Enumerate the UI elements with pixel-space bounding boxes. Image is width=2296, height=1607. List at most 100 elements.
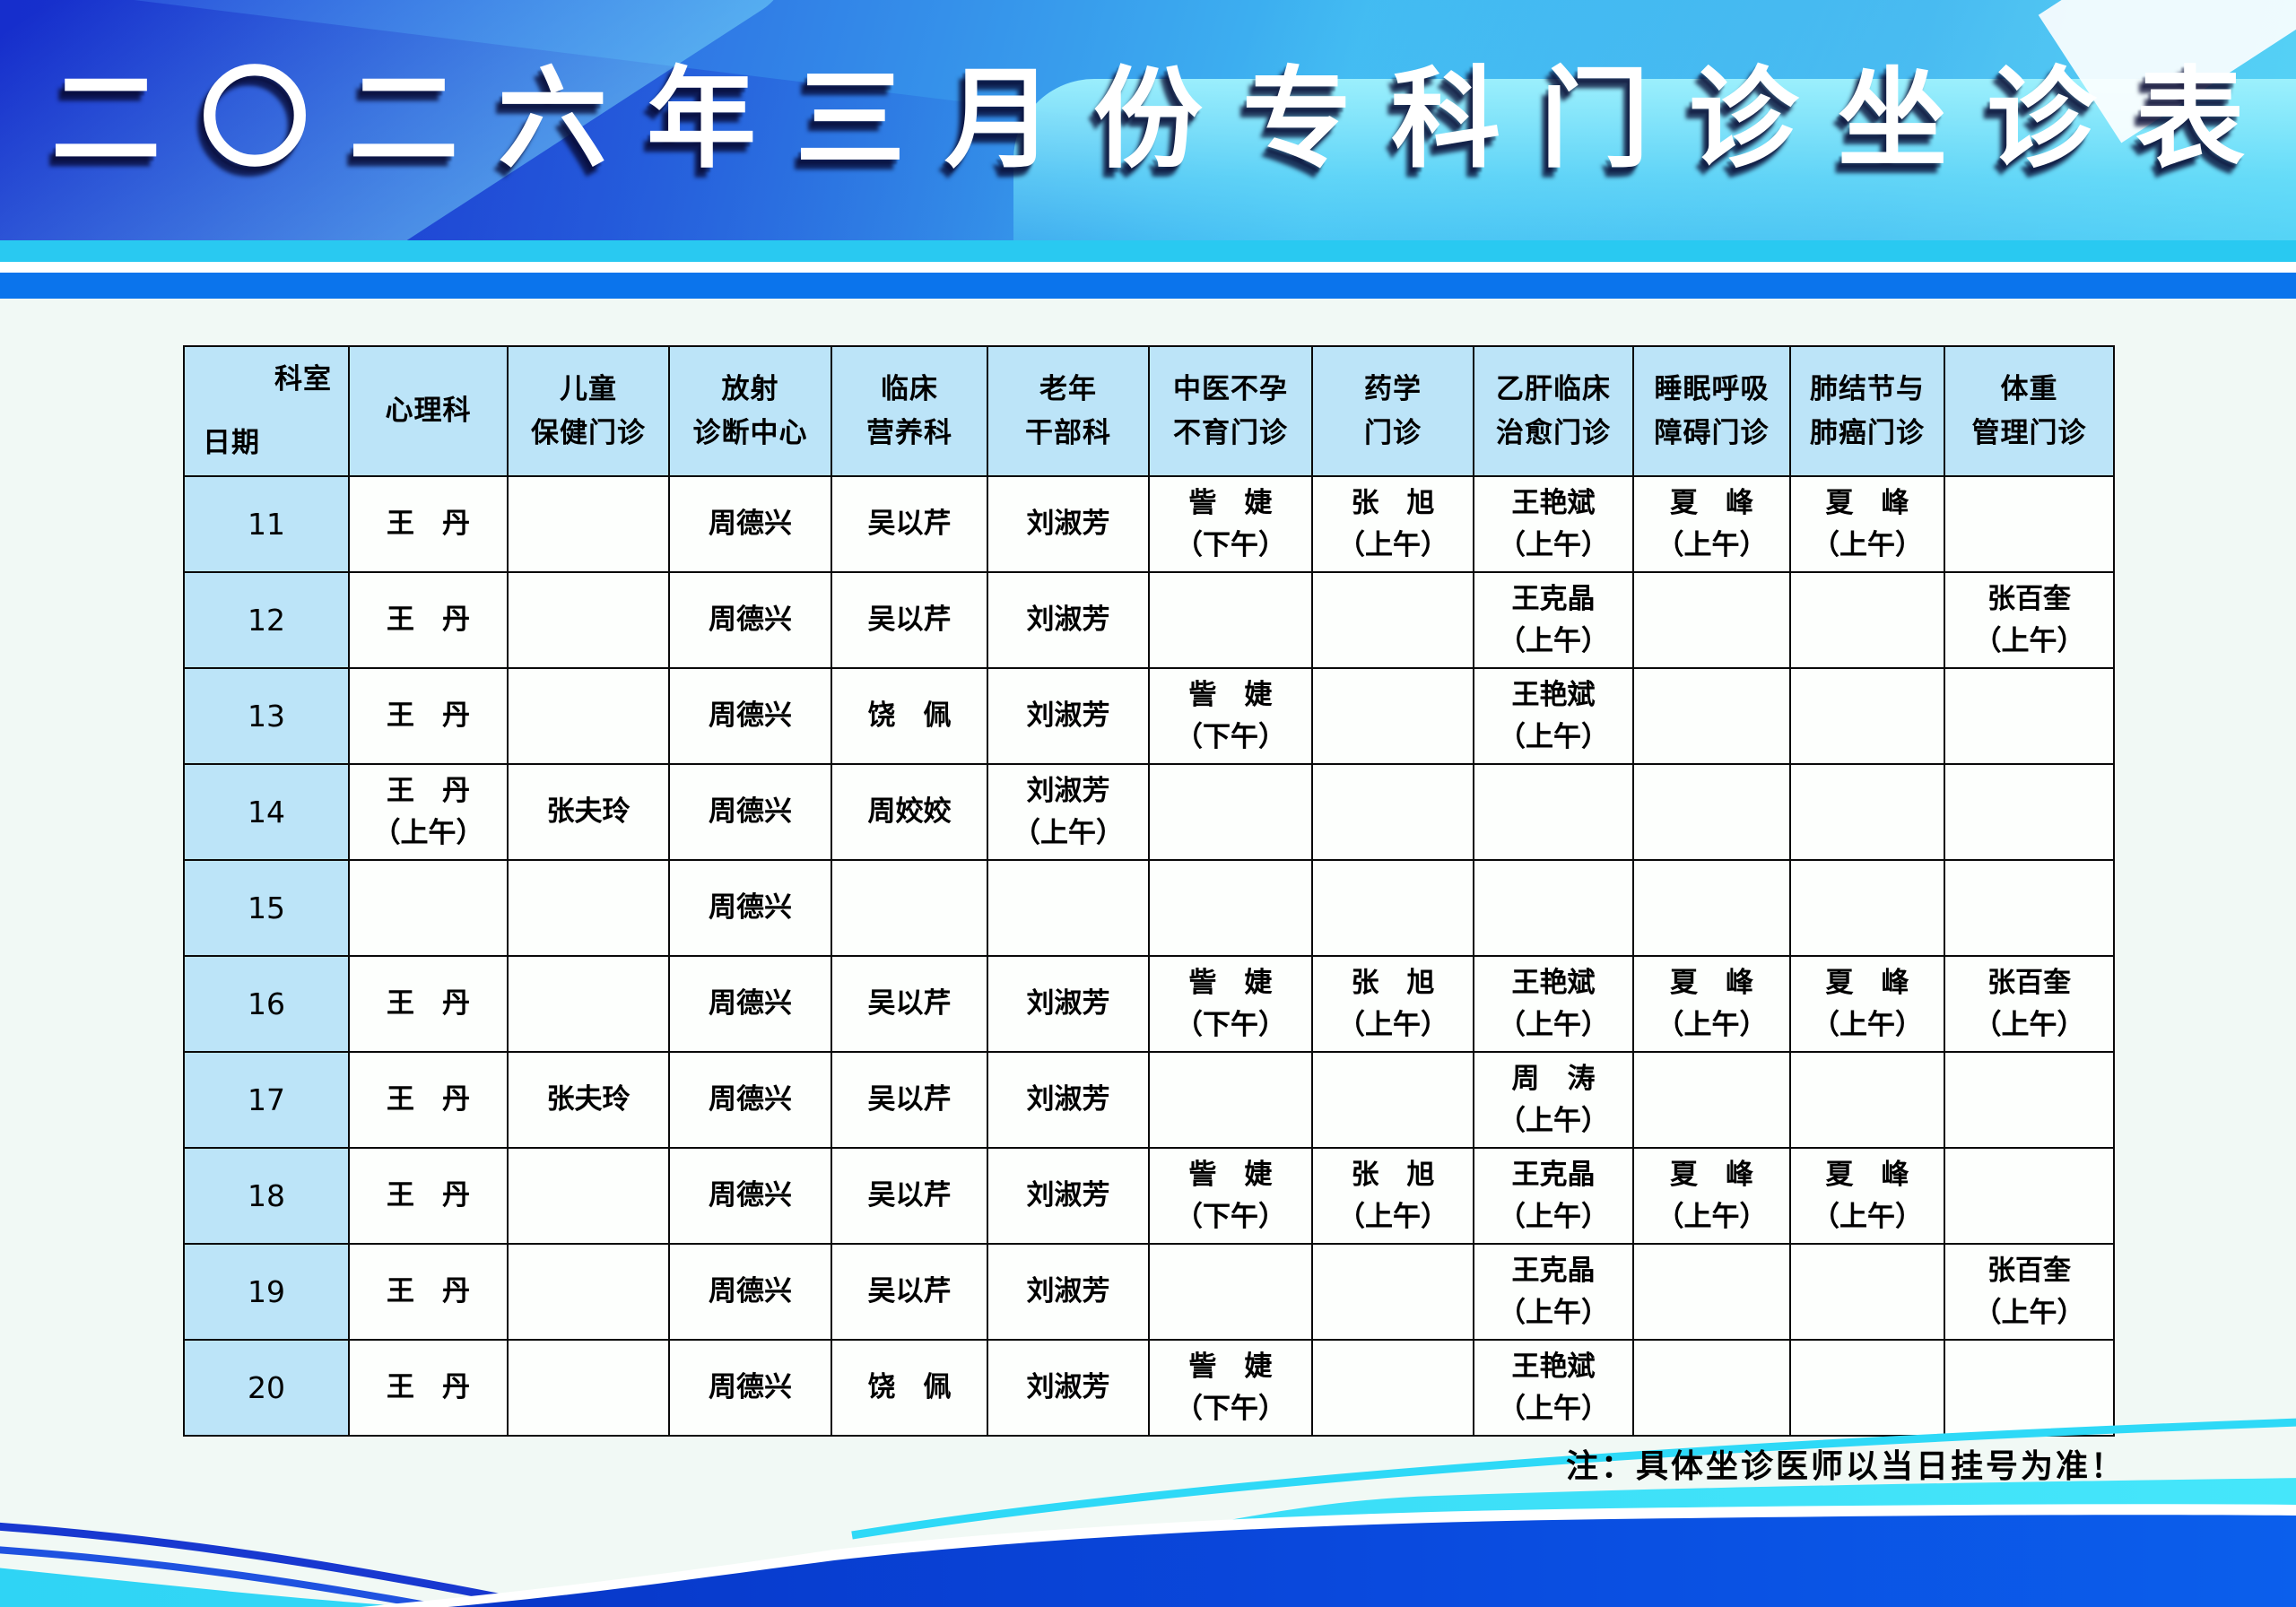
doctor-cell: 刘淑芳 [987,571,1150,669]
doctor-cell: 王 丹 [348,1339,509,1437]
doctor-cell [507,955,670,1053]
banner-stripe-blue [0,273,2296,299]
date-cell: 14 [183,763,350,861]
doctor-cell: 訾 婕 （下午） [1148,475,1313,573]
doctor-cell: 张 旭 （上午） [1311,475,1474,573]
doctor-cell: 訾 婕 （下午） [1148,955,1313,1053]
doctor-cell: 刘淑芳 [987,1051,1150,1149]
doctor-cell: 吴以芹 [831,1243,988,1341]
table-row: 13 王 丹 周德兴饶 佩刘淑芳訾 婕 （下午） 王艳斌 （上午） [183,667,2115,765]
doctor-cell: 周德兴 [668,667,832,765]
doctor-cell [1789,1243,1945,1341]
column-header-10: 体重 管理门诊 [1944,345,2115,477]
doctor-cell: 吴以芹 [831,1147,988,1245]
doctor-cell: 饶 佩 [831,1339,988,1437]
doctor-cell: 刘淑芳 [987,1339,1150,1437]
doctor-cell: 周德兴 [668,571,832,669]
doctor-cell: 王 丹 [348,571,509,669]
doctor-cell: 刘淑芳 [987,1147,1150,1245]
doctor-cell [507,1243,670,1341]
doctor-cell: 周德兴 [668,763,832,861]
doctor-cell [507,1147,670,1245]
doctor-cell [1789,859,1945,957]
doctor-cell [987,859,1150,957]
table-row: 15 周德兴 [183,859,2115,957]
doctor-cell: 刘淑芳 （上午） [987,763,1150,861]
doctor-cell: 周德兴 [668,1339,832,1437]
doctor-cell [507,859,670,957]
column-header-2: 放射 诊断中心 [668,345,832,477]
date-cell: 17 [183,1051,350,1149]
doctor-cell: 刘淑芳 [987,475,1150,573]
column-header-0: 心理科 [348,345,509,477]
doctor-cell: 王 丹 [348,667,509,765]
date-cell: 11 [183,475,350,573]
column-header-9: 肺结节与 肺癌门诊 [1789,345,1945,477]
table-row: 17 王 丹张夫玲 周德兴 吴以芹 刘淑芳 周 涛 （上午） [183,1051,2115,1149]
column-header-4: 老年 干部科 [987,345,1150,477]
doctor-cell [1632,1339,1791,1437]
doctor-cell: 吴以芹 [831,1051,988,1149]
doctor-cell [507,1339,670,1437]
doctor-cell: 刘淑芳 [987,955,1150,1053]
column-header-7: 乙肝临床 治愈门诊 [1473,345,1634,477]
doctor-cell: 张夫玲 [507,763,670,861]
doctor-cell: 周德兴 [668,955,832,1053]
doctor-cell: 王 丹 [348,1051,509,1149]
header-banner [0,0,2296,240]
doctor-cell [507,667,670,765]
table-row: 18 王 丹周德兴 吴以芹 刘淑芳訾 婕 （下午）张 旭 （上午） 王克晶 （上午）夏 … [183,1147,2115,1245]
doctor-cell [1632,1051,1791,1149]
doctor-cell: 夏 峰 （上午） [1632,1147,1791,1245]
table-row: 19 王 丹 周德兴 吴以芹 刘淑芳 王克晶 （上午） 张百奎 （上午） [183,1243,2115,1341]
doctor-cell: 吴以芹 [831,955,988,1053]
doctor-cell [1311,859,1474,957]
doctor-cell [1789,1051,1945,1149]
banner-stripe-cyan [0,240,2296,262]
banner-stripe-white [0,262,2296,273]
table-row: 11 王 丹周德兴 吴以芹 刘淑芳訾 婕 （下午）张 旭 （上午） 王艳斌 （上午）夏 … [183,475,2115,573]
doctor-cell: 王 丹 [348,475,509,573]
doctor-cell: 訾 婕 （下午） [1148,667,1313,765]
doctor-cell: 王 丹 [348,1147,509,1245]
doctor-cell: 刘淑芳 [987,1243,1150,1341]
column-header-1: 儿童 保健门诊 [507,345,670,477]
doctor-cell [1632,763,1791,861]
doctor-cell [1311,667,1474,765]
header-row: 科室 日期 心理科 儿童 保健门诊 放射 诊断中心 临床 营养科 老年 干部科 中医不孕 不育… [183,345,2115,477]
doctor-cell [1944,859,2115,957]
doctor-cell: 周德兴 [668,1051,832,1149]
date-cell: 13 [183,667,350,765]
doctor-cell [1148,859,1313,957]
doctor-cell: 饶 佩 [831,667,988,765]
doctor-cell: 王艳斌 （上午） [1473,1339,1634,1437]
column-header-8: 睡眠呼吸 障碍门诊 [1632,345,1791,477]
doctor-cell: 王克晶 （上午） [1473,1147,1634,1245]
doctor-cell: 訾 婕 （下午） [1148,1147,1313,1245]
doctor-cell: 张夫玲 [507,1051,670,1149]
doctor-cell: 吴以芹 [831,475,988,573]
doctor-cell: 张百奎 （上午） [1944,1243,2115,1341]
column-header-5: 中医不孕 不育门诊 [1148,345,1313,477]
schedule-table: 科室 日期 心理科 儿童 保健门诊 放射 诊断中心 临床 营养科 老年 干部科 中医不孕 不育… [183,345,2115,1437]
doctor-cell [1148,763,1313,861]
doctor-cell: 周德兴 [668,1147,832,1245]
doctor-cell: 周姣姣 [831,763,988,861]
doctor-cell [1473,859,1634,957]
date-cell: 18 [183,1147,350,1245]
date-cell: 16 [183,955,350,1053]
doctor-cell [1148,571,1313,669]
doctor-cell: 刘淑芳 [987,667,1150,765]
doctor-cell: 王艳斌 （上午） [1473,475,1634,573]
doctor-cell: 訾 婕 （下午） [1148,1339,1313,1437]
bottom-wave-decoration [0,1418,2296,1607]
doctor-cell [1473,763,1634,861]
doctor-cell: 王 丹 （上午） [348,763,509,861]
corner-label-department: 科室 [274,363,332,395]
doctor-cell: 周德兴 [668,1243,832,1341]
date-cell: 15 [183,859,350,957]
doctor-cell [1632,859,1791,957]
doctor-cell [1789,571,1945,669]
page-title: 二〇二六年三月份专科门诊坐诊表 [51,58,2284,180]
doctor-cell [1944,763,2115,861]
